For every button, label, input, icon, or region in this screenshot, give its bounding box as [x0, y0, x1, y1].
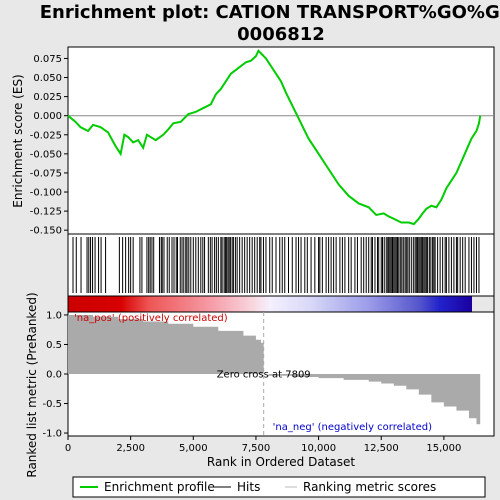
legend-label: Hits: [237, 480, 260, 494]
positive-correlation-label: 'na_pos' (positively correlated): [74, 313, 228, 324]
y-tick-label: -0.125: [30, 207, 62, 218]
y-tick-label: -1.0: [42, 429, 62, 440]
y-tick-label: -0.025: [30, 130, 62, 141]
zero-cross-label: Zero cross at 7809: [217, 370, 311, 381]
ranked-metric-panel: 1.0 0.5 0.0 -0.5 -1.0 'na_pos' (positively c…: [42, 310, 495, 440]
x-tick-label: 2,500: [116, 443, 145, 454]
rank-color-bar: [68, 296, 472, 312]
y-tick-label: 1.0: [46, 310, 62, 321]
x-tick-label: 15,000: [426, 443, 461, 454]
x-tick-label: 0: [65, 443, 71, 454]
y-tick-label: 0.050: [33, 73, 62, 84]
ranked-metric-y-axis-label: Ranked list metric (PreRanked): [25, 292, 39, 477]
y-tick-label: 0.0: [46, 370, 62, 381]
legend-label: Ranking metric scores: [303, 480, 436, 494]
ranking-metric-area: [68, 314, 481, 432]
y-tick-label: -0.050: [30, 149, 62, 160]
enrichment-y-axis-label: Enrichment score (ES): [11, 74, 25, 207]
enrichment-panel: 0.075 0.050 0.025 0.000 -0.025 -0.050 -0.075 -0…: [30, 46, 495, 237]
y-tick-label: -0.150: [30, 226, 62, 237]
x-tick-label: 10,000: [301, 443, 336, 454]
legend-label: Enrichment profile: [104, 480, 215, 494]
y-tick-label: 0.075: [33, 54, 62, 65]
legend-box: [72, 476, 486, 498]
x-axis: 0 2,500 5,000 7,500 10,000 12,500 15,000: [65, 436, 461, 454]
y-tick-label: -0.075: [30, 168, 62, 179]
y-tick-label: -0.5: [42, 399, 62, 410]
enrichment-profile-line: [67, 49, 482, 226]
x-tick-label: 5,000: [179, 443, 208, 454]
x-tick-label: 12,500: [364, 443, 399, 454]
hits-panel: [67, 233, 495, 297]
legend: Enrichment profile Hits Ranking metric sco…: [72, 476, 486, 498]
y-tick-label: -0.100: [30, 188, 62, 199]
hits-area: [67, 233, 495, 297]
y-tick-label: 0.000: [33, 111, 62, 122]
chart-title-line2: 0006812: [237, 24, 325, 45]
x-axis-label: Rank in Ordered Dataset: [207, 455, 355, 469]
x-tick-label: 7,500: [242, 443, 271, 454]
negative-correlation-label: 'na_neg' (negatively correlated): [273, 422, 432, 433]
chart-title-line1: Enrichment plot: CATION TRANSPORT%GO%GO:: [40, 2, 500, 23]
y-tick-label: 0.5: [46, 340, 62, 351]
y-tick-label: 0.025: [33, 92, 62, 103]
